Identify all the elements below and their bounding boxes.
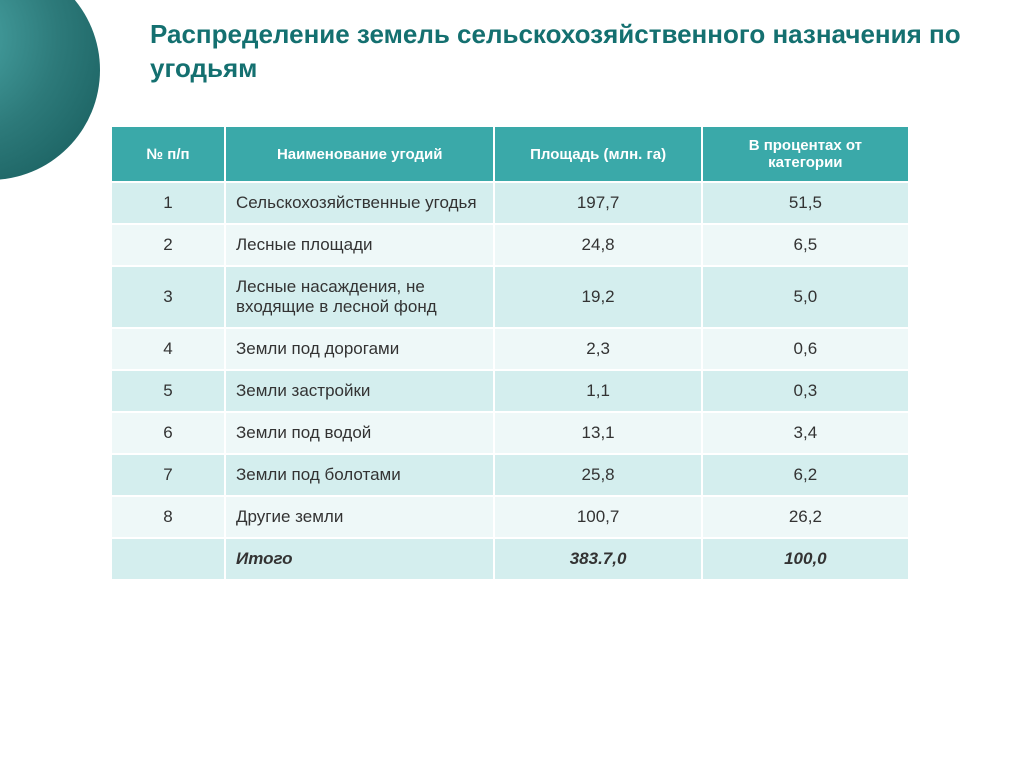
- table-body: 1Сельскохозяйственные угодья197,751,52Ле…: [111, 182, 909, 580]
- table-row: 2Лесные площади24,86,5: [111, 224, 909, 266]
- cell-num: 2: [111, 224, 225, 266]
- table-row: 5Земли застройки1,10,3: [111, 370, 909, 412]
- cell-area: 100,7: [494, 496, 701, 538]
- cell-name: Земли под водой: [225, 412, 494, 454]
- cell-area: 1,1: [494, 370, 701, 412]
- cell-num: 3: [111, 266, 225, 328]
- land-distribution-table-wrap: № п/п Наименование угодий Площадь (млн. …: [110, 125, 910, 581]
- cell-num: 1: [111, 182, 225, 224]
- cell-name: Земли под болотами: [225, 454, 494, 496]
- cell-num: 6: [111, 412, 225, 454]
- cell-num: 8: [111, 496, 225, 538]
- cell-total-name: Итого: [225, 538, 494, 580]
- decorative-circle: [0, 0, 100, 180]
- table-row: 1Сельскохозяйственные угодья197,751,5: [111, 182, 909, 224]
- cell-area: 197,7: [494, 182, 701, 224]
- table-header-row: № п/п Наименование угодий Площадь (млн. …: [111, 126, 909, 182]
- col-header-area: Площадь (млн. га): [494, 126, 701, 182]
- col-header-pct: В процентах от категории: [702, 126, 909, 182]
- cell-area: 19,2: [494, 266, 701, 328]
- cell-name: Другие земли: [225, 496, 494, 538]
- cell-pct: 5,0: [702, 266, 909, 328]
- cell-pct: 3,4: [702, 412, 909, 454]
- cell-num: 5: [111, 370, 225, 412]
- cell-name: Лесные насаждения, не входящие в лесной …: [225, 266, 494, 328]
- cell-pct: 6,5: [702, 224, 909, 266]
- cell-area: 25,8: [494, 454, 701, 496]
- cell-pct: 0,3: [702, 370, 909, 412]
- col-header-num: № п/п: [111, 126, 225, 182]
- table-row: 3Лесные насаждения, не входящие в лесной…: [111, 266, 909, 328]
- cell-total-pct: 100,0: [702, 538, 909, 580]
- table-header: № п/п Наименование угодий Площадь (млн. …: [111, 126, 909, 182]
- table-total-row: Итого383.7,0100,0: [111, 538, 909, 580]
- cell-num: 4: [111, 328, 225, 370]
- cell-total-num: [111, 538, 225, 580]
- cell-pct: 51,5: [702, 182, 909, 224]
- cell-area: 24,8: [494, 224, 701, 266]
- table-row: 4Земли под дорогами2,30,6: [111, 328, 909, 370]
- table-row: 7Земли под болотами25,86,2: [111, 454, 909, 496]
- cell-pct: 26,2: [702, 496, 909, 538]
- cell-area: 2,3: [494, 328, 701, 370]
- cell-num: 7: [111, 454, 225, 496]
- cell-name: Сельскохозяйственные угодья: [225, 182, 494, 224]
- col-header-name: Наименование угодий: [225, 126, 494, 182]
- table-row: 6Земли под водой13,13,4: [111, 412, 909, 454]
- cell-name: Лесные площади: [225, 224, 494, 266]
- page-title: Распределение земель сельскохозяйственно…: [150, 18, 964, 86]
- cell-area: 13,1: [494, 412, 701, 454]
- cell-name: Земли под дорогами: [225, 328, 494, 370]
- cell-pct: 6,2: [702, 454, 909, 496]
- table-row: 8Другие земли100,726,2: [111, 496, 909, 538]
- land-distribution-table: № п/п Наименование угодий Площадь (млн. …: [110, 125, 910, 581]
- cell-total-area: 383.7,0: [494, 538, 701, 580]
- cell-pct: 0,6: [702, 328, 909, 370]
- cell-name: Земли застройки: [225, 370, 494, 412]
